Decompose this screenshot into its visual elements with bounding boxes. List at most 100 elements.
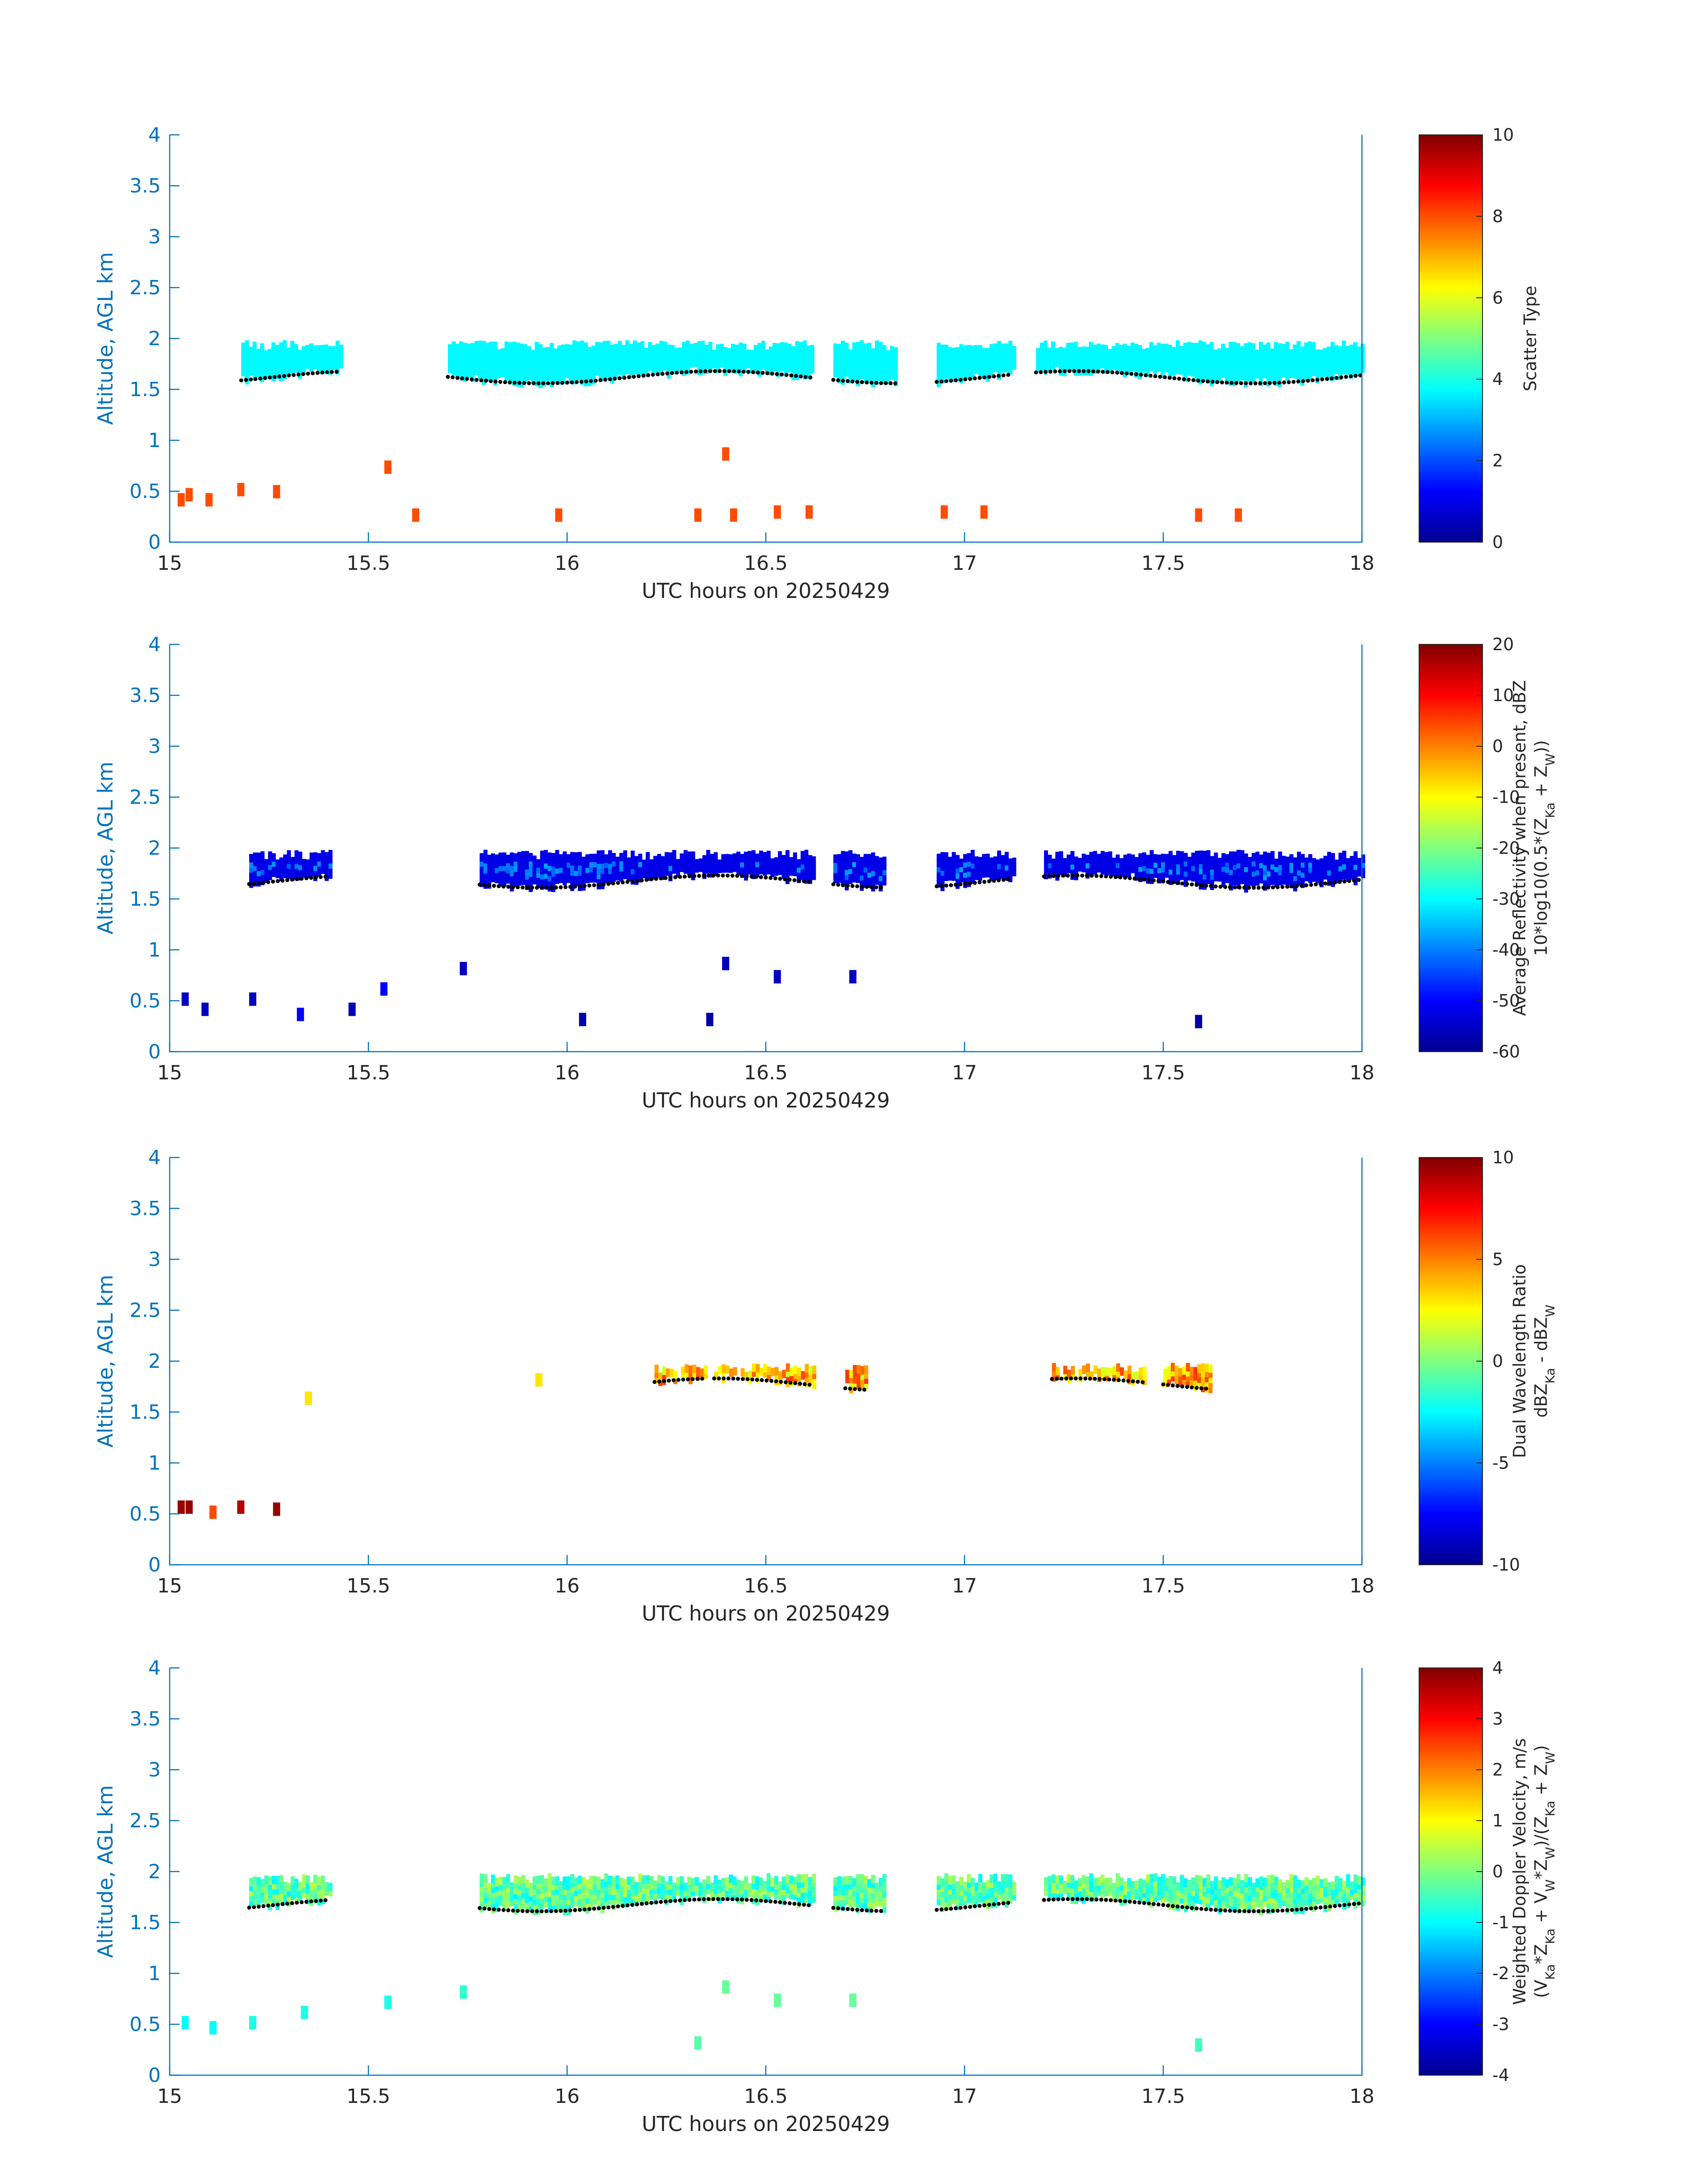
data-cell (646, 857, 650, 866)
data-cell (636, 347, 641, 356)
cloud-base-dot (987, 1903, 991, 1907)
data-cell (1228, 372, 1233, 381)
y-tick-label: 0 (148, 1554, 161, 1576)
data-cell (1274, 1897, 1278, 1905)
data-cell (970, 366, 975, 375)
data-cell (710, 854, 714, 863)
data-cell (593, 1896, 597, 1905)
data-cell (638, 1894, 643, 1902)
cloud-base-dot (997, 1901, 1001, 1906)
data-cell (1100, 349, 1104, 358)
data-cell (1199, 850, 1203, 859)
data-cell (776, 358, 781, 367)
data-cell (514, 858, 518, 867)
data-cell (1105, 1372, 1109, 1381)
data-cell (1001, 870, 1005, 879)
data-cell (268, 861, 272, 870)
data-cell (1165, 1883, 1169, 1892)
data-cell (1312, 1878, 1316, 1887)
data-cell (1240, 366, 1244, 375)
data-cell (547, 857, 552, 866)
data-cell (702, 865, 706, 874)
data-cell (787, 359, 792, 368)
data-cell (1285, 352, 1290, 361)
data-cell (1208, 1375, 1213, 1383)
colorbar-tick-label: -5 (1492, 1453, 1509, 1473)
data-cell (1093, 1366, 1098, 1374)
data-cell (812, 1365, 817, 1374)
data-cell (249, 1888, 253, 1897)
cloud-base-dot (1191, 378, 1196, 382)
data-cell (852, 874, 856, 883)
data-cell (704, 345, 709, 354)
data-cell (593, 859, 597, 868)
data-cell (1285, 367, 1290, 376)
cloud-base-dot (1223, 885, 1228, 889)
data-cell (1149, 1889, 1154, 1898)
data-cell (795, 366, 799, 375)
data-cell (591, 355, 596, 364)
data-cell (681, 1371, 685, 1380)
data-cell (1048, 1886, 1052, 1895)
data-cell (608, 875, 612, 884)
cloud-base-dot (271, 1903, 275, 1907)
data-cell (852, 853, 856, 862)
data-cell (568, 349, 573, 358)
data-cell (1331, 1881, 1335, 1890)
data-cell (638, 869, 643, 877)
data-cell (1338, 863, 1343, 872)
cloud-base-dot (659, 1900, 663, 1904)
data-cell (1146, 855, 1150, 864)
data-cell (644, 353, 648, 362)
data-cell (267, 349, 272, 358)
data-cell (578, 1901, 582, 1910)
data-cell (1349, 355, 1353, 364)
data-cell (612, 853, 616, 861)
data-cell (649, 1876, 654, 1885)
data-cell (1335, 865, 1339, 873)
data-cell (283, 1881, 288, 1890)
data-cell (1311, 357, 1316, 366)
data-cell (593, 1886, 597, 1895)
data-cell (1071, 1371, 1075, 1380)
data-cell (294, 1894, 299, 1903)
data-cell (1183, 343, 1187, 351)
data-cell (730, 508, 737, 522)
data-cell (1327, 872, 1332, 881)
data-cell (536, 1880, 540, 1889)
data-cell (952, 352, 956, 361)
data-cell (570, 882, 575, 891)
data-cell (478, 351, 482, 359)
data-cell (1312, 1893, 1316, 1902)
data-cell (260, 851, 265, 860)
data-cell (487, 1888, 492, 1897)
data-cell (252, 367, 257, 376)
data-cell (956, 875, 960, 884)
data-cell (540, 876, 544, 885)
y-axis-label: Altitude, AGL km (93, 761, 117, 934)
cloud-base-dot (690, 1377, 695, 1381)
data-cell (1127, 361, 1131, 370)
cloud-base-dot (487, 1907, 492, 1911)
data-cell (591, 376, 596, 385)
cloud-base-dot (741, 369, 746, 374)
data-cell (576, 372, 580, 380)
data-cell (1232, 357, 1236, 366)
data-cell (993, 353, 998, 362)
data-cell (1282, 1892, 1286, 1901)
data-cell (509, 1882, 514, 1891)
data-cell (810, 360, 814, 369)
data-cell (1323, 1883, 1328, 1892)
data-cell (875, 856, 879, 865)
data-cell (948, 352, 952, 361)
data-cell (844, 861, 849, 870)
data-cell (1244, 1894, 1249, 1903)
data-cell (1195, 1885, 1199, 1894)
data-cell (1059, 861, 1063, 870)
data-cell (1187, 347, 1191, 356)
data-cell (805, 1369, 809, 1378)
data-cell (302, 1874, 306, 1883)
data-cell (612, 1876, 616, 1885)
data-cell (1210, 1886, 1214, 1895)
cloud-base-dot (627, 375, 631, 380)
